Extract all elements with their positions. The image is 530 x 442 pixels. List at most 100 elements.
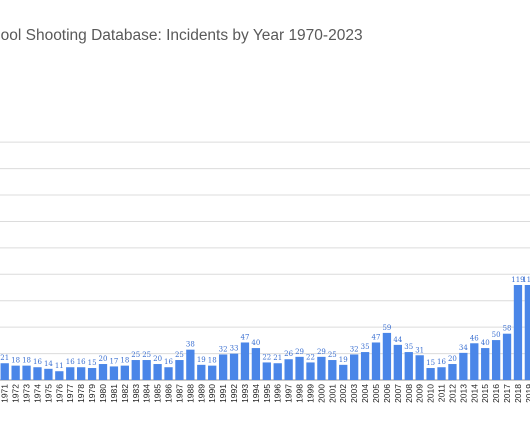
tick-label-1971: 1971 <box>0 384 10 403</box>
data-label-1991: 32 <box>219 345 228 353</box>
tick-label-2016: 2016 <box>491 384 501 403</box>
data-label-1979: 15 <box>88 359 97 367</box>
tick-label-1990: 1990 <box>207 384 217 403</box>
tick-label-2017: 2017 <box>502 384 512 403</box>
tick-label-2005: 2005 <box>371 384 381 403</box>
tick-label-2011: 2011 <box>437 384 447 403</box>
data-label-1985: 20 <box>153 355 162 363</box>
tick-label-1974: 1974 <box>32 384 42 403</box>
tick-label-1982: 1982 <box>120 384 130 403</box>
bar-1973 <box>22 365 31 380</box>
tick-label-2000: 2000 <box>316 384 326 403</box>
data-label-2008: 35 <box>404 343 413 351</box>
tick-label-1973: 1973 <box>22 384 32 403</box>
tick-label-1978: 1978 <box>76 384 86 403</box>
data-label-1996: 21 <box>273 354 282 362</box>
tick-label-1981: 1981 <box>109 384 119 403</box>
bar-2018 <box>513 285 523 380</box>
tick-label-2013: 2013 <box>458 384 468 403</box>
data-label-1975: 14 <box>44 360 53 368</box>
tick-label-1999: 1999 <box>305 384 315 403</box>
bar-1983 <box>131 360 140 380</box>
bar-1976 <box>55 371 64 380</box>
tick-label-2001: 2001 <box>327 384 337 403</box>
bar-1979 <box>87 368 97 380</box>
tick-label-2010: 2010 <box>426 384 436 403</box>
bar-2012 <box>448 364 457 380</box>
bar-2019 <box>524 285 530 380</box>
tick-label-2014: 2014 <box>469 384 479 403</box>
data-label-1980: 20 <box>99 355 108 363</box>
data-label-2011: 16 <box>437 358 446 366</box>
tick-label-1984: 1984 <box>142 384 152 403</box>
tick-label-1985: 1985 <box>153 384 163 403</box>
bar-1984 <box>142 360 151 380</box>
bar-2001 <box>328 360 337 380</box>
tick-label-2004: 2004 <box>360 384 370 403</box>
data-label-1976: 11 <box>55 362 64 370</box>
bar-1980 <box>98 364 108 380</box>
tick-label-1983: 1983 <box>131 384 141 403</box>
bar-2007 <box>393 344 402 380</box>
data-label-2013: 34 <box>459 344 468 352</box>
tick-label-2003: 2003 <box>349 384 359 403</box>
bar-2016 <box>491 340 501 380</box>
bar-1971 <box>0 363 9 380</box>
bar-1999 <box>306 362 315 380</box>
chart-title: hool Shooting Database: Incidents by Yea… <box>0 27 363 44</box>
tick-label-1976: 1976 <box>54 384 64 403</box>
tick-label-1994: 1994 <box>251 384 261 403</box>
tick-label-1993: 1993 <box>240 384 250 403</box>
bar-1990 <box>208 365 217 380</box>
tick-label-2018: 2018 <box>513 384 523 403</box>
tick-label-1980: 1980 <box>98 384 108 403</box>
data-label-2007: 44 <box>393 336 402 344</box>
data-label-1994: 40 <box>251 339 260 347</box>
bar-1981 <box>109 366 119 380</box>
x-axis-tick-labels: 1971 1972 1973 1974 1975 1976 1977 1978 1979 1980… <box>0 384 530 403</box>
tick-label-1989: 1989 <box>196 384 206 403</box>
bars <box>0 285 530 380</box>
tick-label-1988: 1988 <box>185 384 195 403</box>
tick-label-1987: 1987 <box>174 384 184 403</box>
data-label-1990: 18 <box>208 357 217 365</box>
tick-label-2012: 2012 <box>447 384 457 403</box>
data-label-1973: 18 <box>22 357 31 365</box>
bar-1997 <box>284 359 293 380</box>
data-label-2017: 58 <box>503 325 512 333</box>
bar-2000 <box>317 356 326 380</box>
data-label-1987: 25 <box>175 351 184 359</box>
data-label-2001: 25 <box>328 351 337 359</box>
tick-label-2002: 2002 <box>338 384 348 403</box>
bar-2003 <box>350 354 359 380</box>
bar-1985 <box>153 364 162 380</box>
data-label-2000: 29 <box>317 348 326 356</box>
data-label-1989: 19 <box>197 356 206 364</box>
data-label-1993: 47 <box>240 333 249 341</box>
bar-2009 <box>415 355 424 380</box>
tick-label-2006: 2006 <box>382 384 392 403</box>
tick-label-1997: 1997 <box>284 384 294 403</box>
data-label-1986: 16 <box>164 358 173 366</box>
data-label-2014: 46 <box>470 334 479 342</box>
tick-label-1996: 1996 <box>273 384 283 403</box>
data-label-1978: 16 <box>77 358 86 366</box>
bar-1987 <box>175 360 184 380</box>
data-label-2002: 19 <box>339 356 348 364</box>
bar-2013 <box>459 352 468 380</box>
bar-1988 <box>186 349 195 380</box>
data-label-1981: 17 <box>109 357 118 365</box>
data-label-2009: 31 <box>415 346 424 354</box>
bar-1977 <box>66 367 75 380</box>
data-label-2004: 35 <box>361 343 370 351</box>
bar-2011 <box>437 367 446 380</box>
data-label-1974: 16 <box>33 358 42 366</box>
bar-2014 <box>470 343 479 380</box>
bar-1994 <box>251 348 261 380</box>
bar-1982 <box>120 365 129 380</box>
bar-1989 <box>197 364 206 380</box>
tick-label-2015: 2015 <box>480 384 490 403</box>
data-label-2019: 119 <box>522 276 530 284</box>
data-label-2016: 50 <box>492 331 501 339</box>
